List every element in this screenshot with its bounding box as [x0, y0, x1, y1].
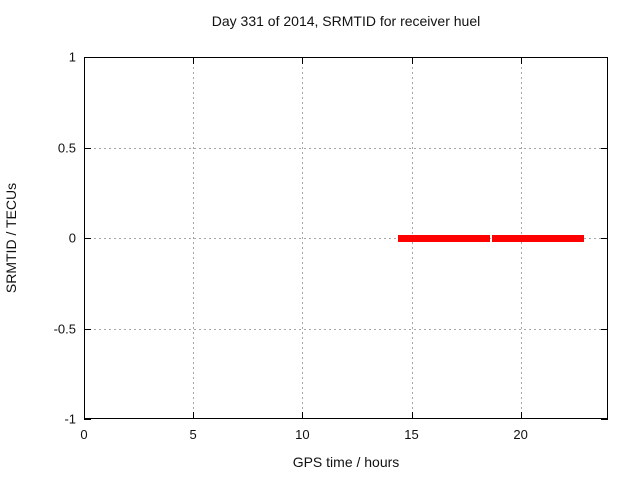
tick-mark-left	[84, 147, 91, 149]
x-tick-label: 20	[513, 427, 528, 442]
y-tick-label: -0.5	[53, 321, 76, 336]
tick-mark-left	[84, 328, 91, 330]
gridline-horizontal	[84, 238, 608, 239]
x-tick-label: 15	[404, 427, 419, 442]
tick-mark-bottom	[520, 412, 522, 419]
tick-mark-bottom	[84, 412, 85, 419]
tick-mark-left	[84, 419, 91, 420]
chart-title: Day 331 of 2014, SRMTID for receiver hue…	[211, 13, 481, 29]
x-tick-label: 5	[189, 427, 197, 442]
tick-mark-top	[193, 57, 195, 64]
tick-mark-left	[84, 238, 91, 239]
y-tick-label: 1	[68, 49, 76, 65]
tick-mark-top	[520, 57, 522, 64]
x-tick-label: 0	[80, 427, 88, 442]
x-axis-label: GPS time / hours	[292, 454, 400, 470]
y-axis-label: SRMTID / TECUs	[3, 182, 19, 294]
y-tick-label: 0	[68, 230, 76, 246]
tick-mark-bottom	[302, 412, 304, 419]
tick-mark-top	[411, 57, 413, 64]
gridline-horizontal	[84, 147, 608, 149]
tick-mark-right	[601, 147, 608, 149]
x-tick-label: 10	[295, 427, 310, 442]
y-tick-label: 0.5	[57, 140, 76, 155]
data-series-segment	[398, 234, 491, 242]
tick-mark-top	[84, 57, 85, 64]
tick-mark-right	[601, 238, 608, 239]
tick-mark-right	[601, 419, 608, 420]
gridline-horizontal	[84, 328, 608, 330]
tick-mark-right	[601, 328, 608, 330]
tick-mark-right	[601, 57, 608, 58]
y-tick-label: -1	[64, 411, 76, 427]
tick-mark-bottom	[193, 412, 195, 419]
tick-mark-left	[84, 57, 91, 58]
data-series-segment	[492, 234, 584, 242]
tick-mark-bottom	[411, 412, 413, 419]
tick-mark-top	[302, 57, 304, 64]
